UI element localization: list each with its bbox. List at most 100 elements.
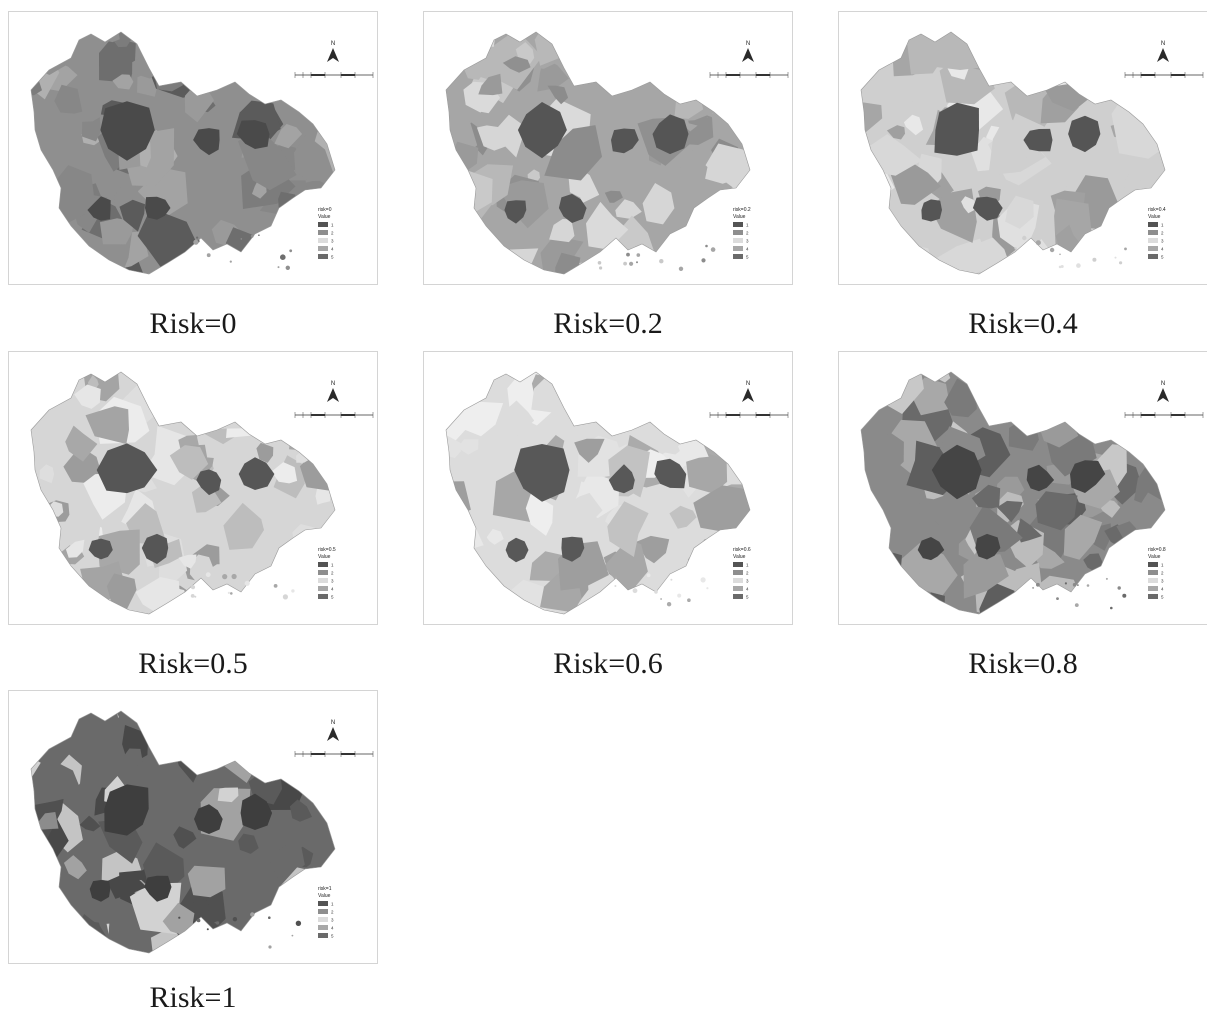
north-arrow-icon: N — [742, 381, 754, 402]
legend-swatch — [318, 578, 328, 583]
legend-class-label: 5 — [331, 255, 334, 260]
map-land — [861, 372, 1165, 614]
legend-swatch — [318, 246, 328, 251]
legend-title: risk=1 — [318, 886, 332, 892]
legend-swatch — [1148, 562, 1158, 567]
legend-class-label: 4 — [1161, 247, 1164, 252]
legend-class-label: 3 — [746, 239, 749, 244]
legend-title: risk=0 — [318, 207, 332, 213]
legend-swatch — [1148, 578, 1158, 583]
legend-class-label: 3 — [1161, 579, 1164, 584]
legend-class-label: 2 — [746, 571, 749, 576]
map-land — [861, 32, 1165, 274]
legend-title: risk=0.2 — [733, 207, 751, 213]
map-caption: Risk=0.6 — [553, 647, 663, 680]
legend-swatch — [318, 570, 328, 575]
legend-class-label: 2 — [331, 910, 334, 915]
legend-swatch — [733, 238, 743, 243]
legend-class-label: 3 — [746, 579, 749, 584]
legend-field-label: Value — [1148, 554, 1161, 560]
legend-swatch — [733, 594, 743, 599]
legend-class-label: 1 — [1161, 563, 1164, 568]
north-arrow-icon: N — [1157, 41, 1169, 62]
legend-swatch — [318, 238, 328, 243]
legend-field-label: Value — [318, 554, 331, 560]
legend-title: risk=0.8 — [1148, 547, 1166, 553]
legend-class-label: 3 — [331, 239, 334, 244]
scale-bar-icon — [709, 412, 789, 418]
legend-class-label: 1 — [746, 563, 749, 568]
legend-title: risk=0.6 — [733, 547, 751, 553]
legend-swatch — [318, 222, 328, 227]
legend-swatch — [733, 586, 743, 591]
legend-swatch — [1148, 230, 1158, 235]
map-land — [446, 32, 750, 274]
legend-field-label: Value — [1148, 214, 1161, 220]
legend-class-label: 4 — [331, 587, 334, 592]
legend-class-label: 5 — [746, 595, 749, 600]
north-letter: N — [746, 41, 750, 47]
legend-class-label: 3 — [331, 579, 334, 584]
scale-bar-icon — [294, 751, 374, 757]
map-land — [31, 32, 335, 274]
legend-swatch — [1148, 246, 1158, 251]
legend-class-label: 2 — [1161, 571, 1164, 576]
legend-swatch — [318, 933, 328, 938]
map-land — [31, 372, 335, 614]
legend-swatch — [318, 594, 328, 599]
map-land — [31, 711, 335, 953]
legend-class-label: 2 — [331, 571, 334, 576]
legend-class-label: 5 — [1161, 255, 1164, 260]
map-caption: Risk=0.8 — [968, 647, 1078, 680]
legend-swatch — [733, 254, 743, 259]
north-letter: N — [331, 720, 335, 726]
legend-swatch — [1148, 594, 1158, 599]
legend-class-label: 3 — [1161, 239, 1164, 244]
north-letter: N — [1161, 381, 1165, 387]
legend-swatch — [1148, 586, 1158, 591]
legend-class-label: 1 — [1161, 223, 1164, 228]
map-caption: Risk=0.2 — [553, 307, 663, 340]
legend-class-label: 4 — [331, 926, 334, 931]
legend-class-label: 5 — [1161, 595, 1164, 600]
legend-class-label: 2 — [331, 231, 334, 236]
north-letter: N — [746, 381, 750, 387]
map-caption: Risk=0.4 — [968, 307, 1078, 340]
legend-class-label: 4 — [746, 587, 749, 592]
north-arrow-icon: N — [327, 41, 339, 62]
legend-swatch — [318, 901, 328, 906]
legend-swatch — [318, 562, 328, 567]
north-arrow-icon: N — [742, 41, 754, 62]
legend-swatch — [733, 570, 743, 575]
legend-swatch — [318, 917, 328, 922]
legend-swatch — [318, 230, 328, 235]
north-letter: N — [331, 41, 335, 47]
legend-swatch — [733, 562, 743, 567]
legend-class-label: 2 — [746, 231, 749, 236]
legend-class-label: 1 — [746, 223, 749, 228]
legend-class-label: 1 — [331, 563, 334, 568]
legend-class-label: 5 — [746, 255, 749, 260]
legend-swatch — [1148, 570, 1158, 575]
legend-title: risk=0.4 — [1148, 207, 1166, 213]
scale-bar-icon — [1124, 72, 1204, 78]
legend-swatch — [733, 230, 743, 235]
legend-field-label: Value — [318, 893, 331, 899]
map-land — [446, 372, 750, 614]
scale-bar-icon — [709, 72, 789, 78]
legend-class-label: 1 — [331, 223, 334, 228]
north-arrow-icon: N — [327, 720, 339, 741]
legend-field-label: Value — [733, 214, 746, 220]
legend-class-label: 4 — [331, 247, 334, 252]
legend-swatch — [318, 909, 328, 914]
legend-field-label: Value — [318, 214, 331, 220]
